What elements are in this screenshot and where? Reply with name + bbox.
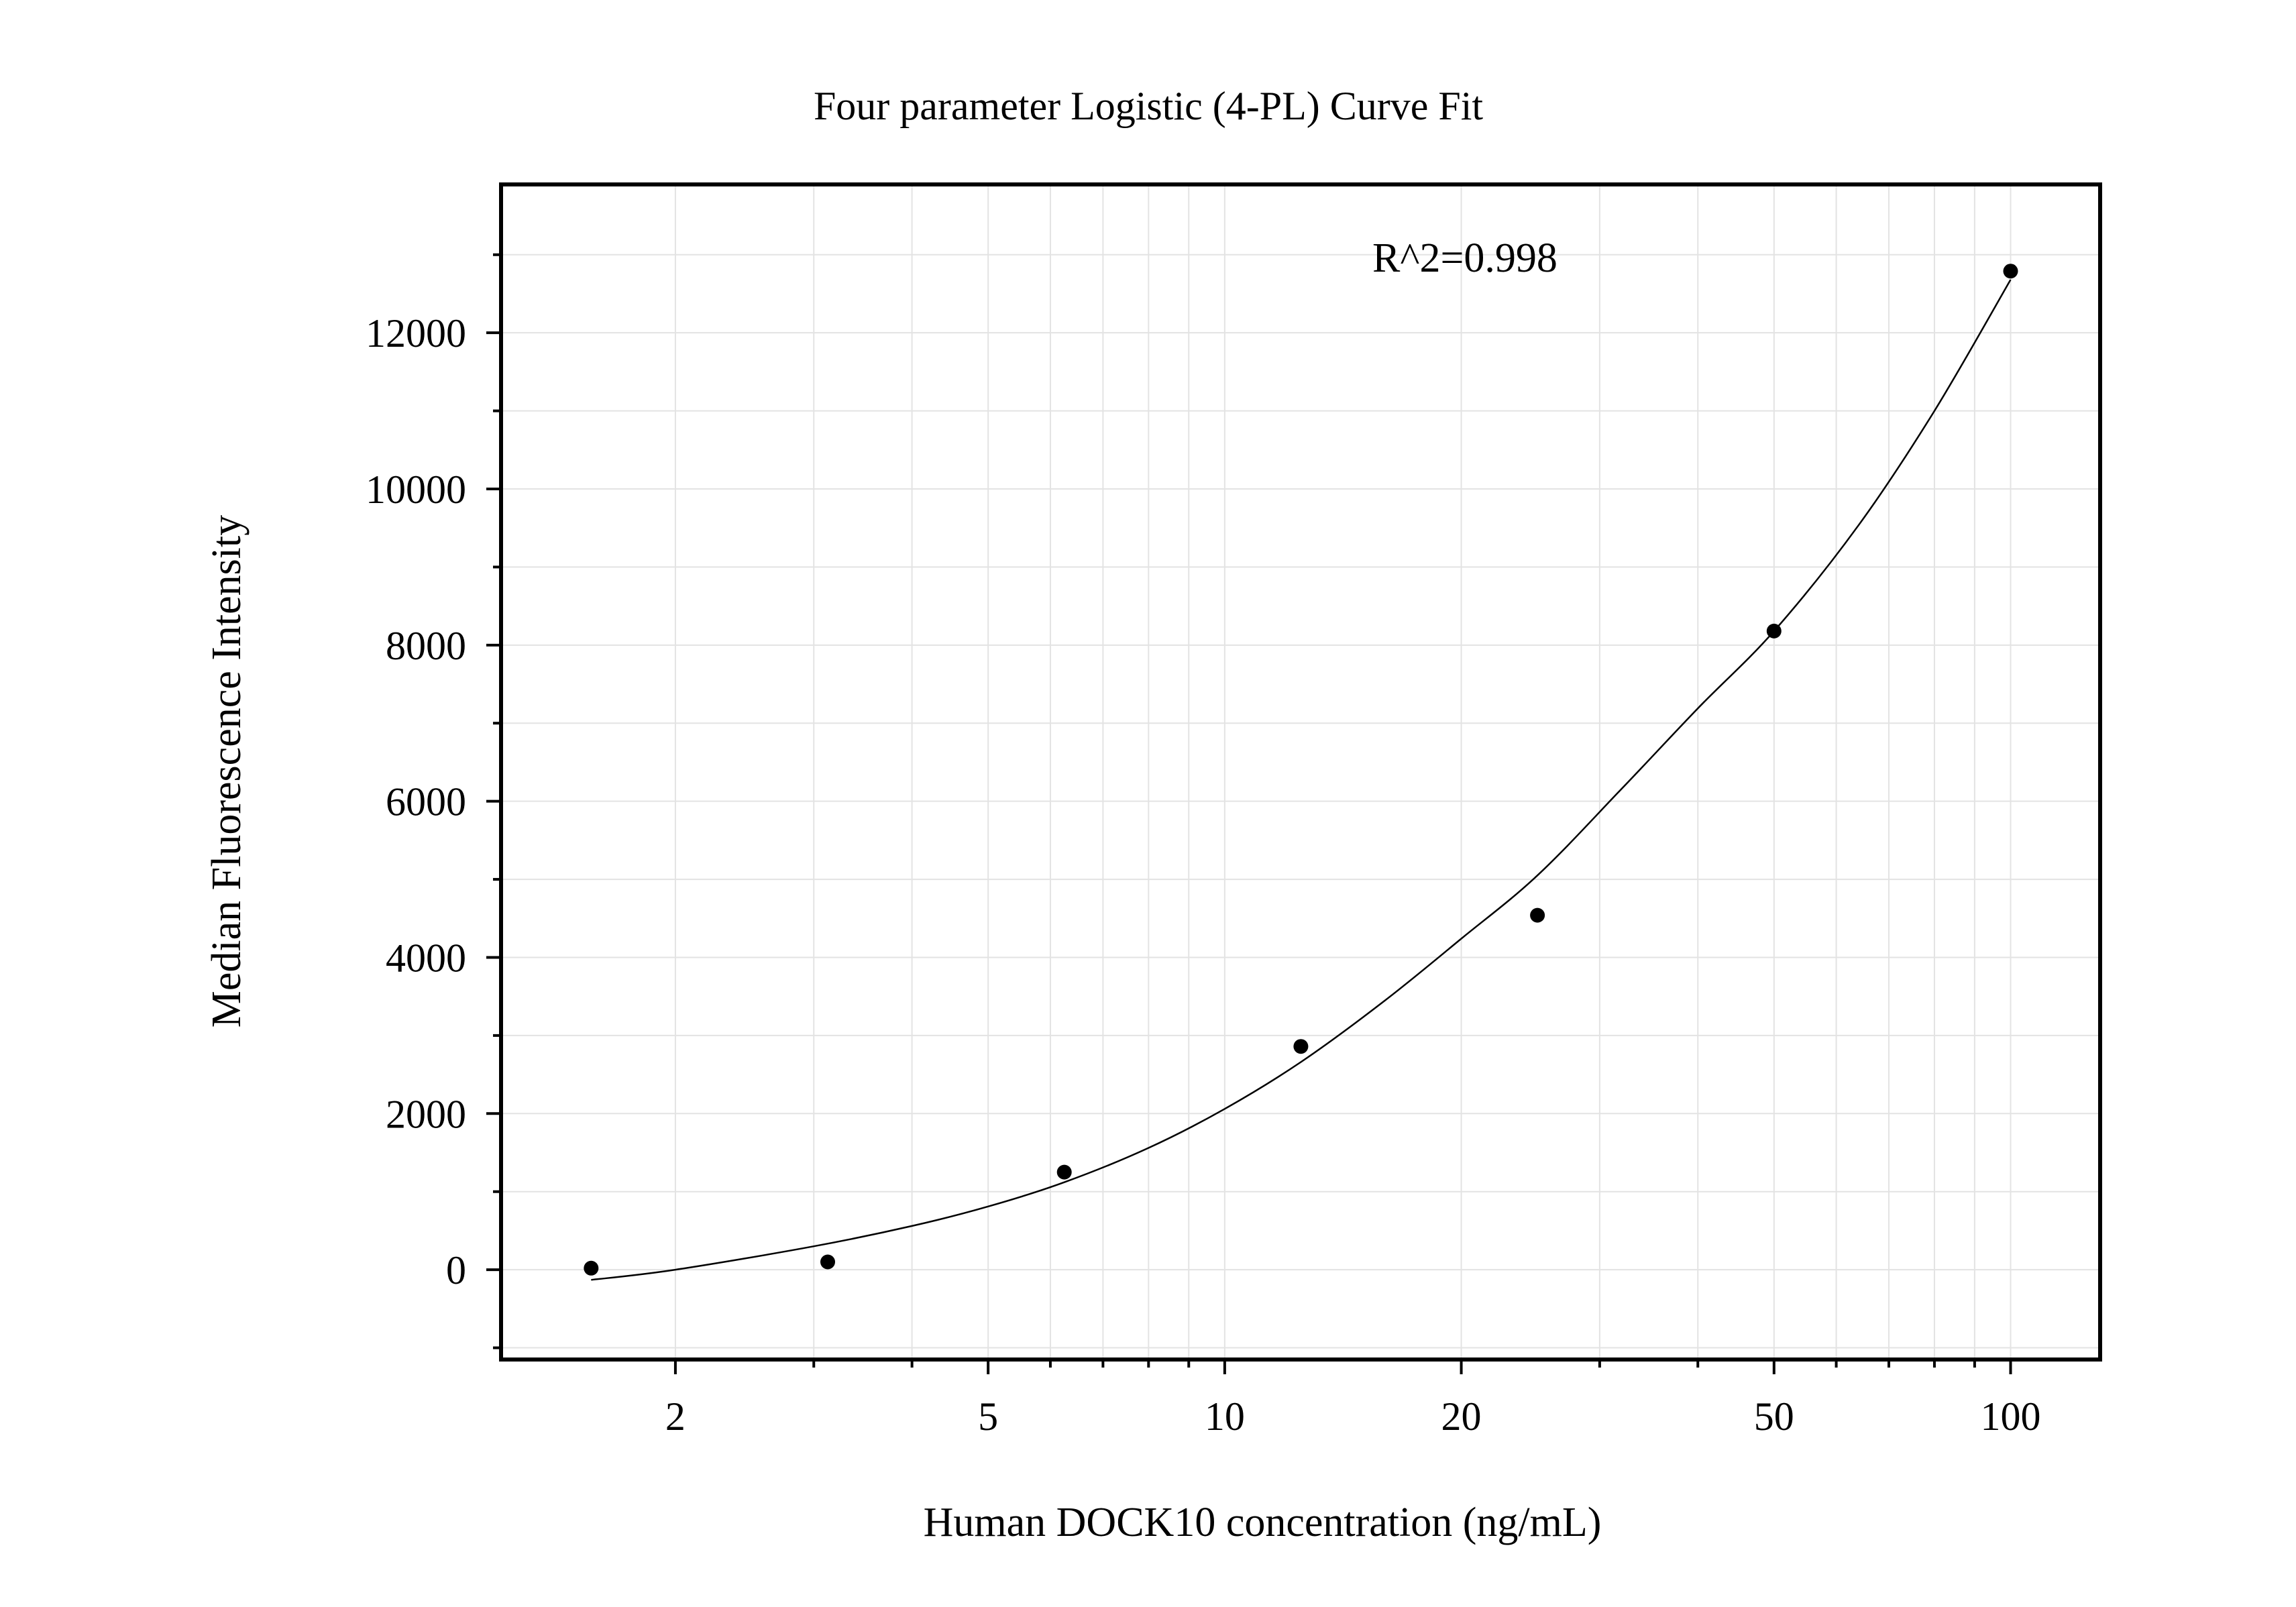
x-tick-label: 50 [1754,1394,1794,1439]
plot-frame [499,182,2102,1362]
y-tick-label: 12000 [366,311,466,355]
data-point [584,1260,599,1276]
y-tick-label: 6000 [386,780,466,824]
x-tick-label: 100 [1981,1394,2041,1439]
x-tick-label: 2 [665,1394,686,1439]
r-squared-annotation: R^2=0.998 [1372,235,1557,281]
y-tick-label: 2000 [386,1092,466,1136]
y-tick-label: 4000 [386,936,466,980]
x-tick-label: 10 [1205,1394,1245,1439]
data-point [1293,1039,1309,1054]
y-axis-label: Median Fluorescence Intensity [204,515,250,1028]
y-tick-labels: 0 2000 4000 6000 8000 10000 12000 [366,311,466,1292]
y-tick-label: 0 [446,1248,466,1292]
fit-curve-layer [591,279,2012,1281]
x-tick-label: 20 [1441,1394,1482,1439]
data-point [2003,264,2018,279]
data-points-layer [584,264,2018,1276]
data-point [820,1254,836,1270]
fit-curve-line [591,279,2012,1281]
x-tick-label: 5 [978,1394,998,1439]
x-axis-label: Human DOCK10 concentration (ng/mL) [924,1500,1602,1545]
chart-title: Four parameter Logistic (4-PL) Curve Fit [814,84,1483,128]
y-tick-label: 8000 [386,624,466,668]
data-point [1530,907,1545,923]
axis-ticks [486,253,2012,1374]
data-point [1056,1164,1072,1180]
grid-lines [501,184,2100,1360]
data-point [1766,623,1782,639]
y-tick-label: 10000 [366,467,466,512]
x-tick-labels: 2 5 10 20 50 100 [665,1394,2041,1439]
